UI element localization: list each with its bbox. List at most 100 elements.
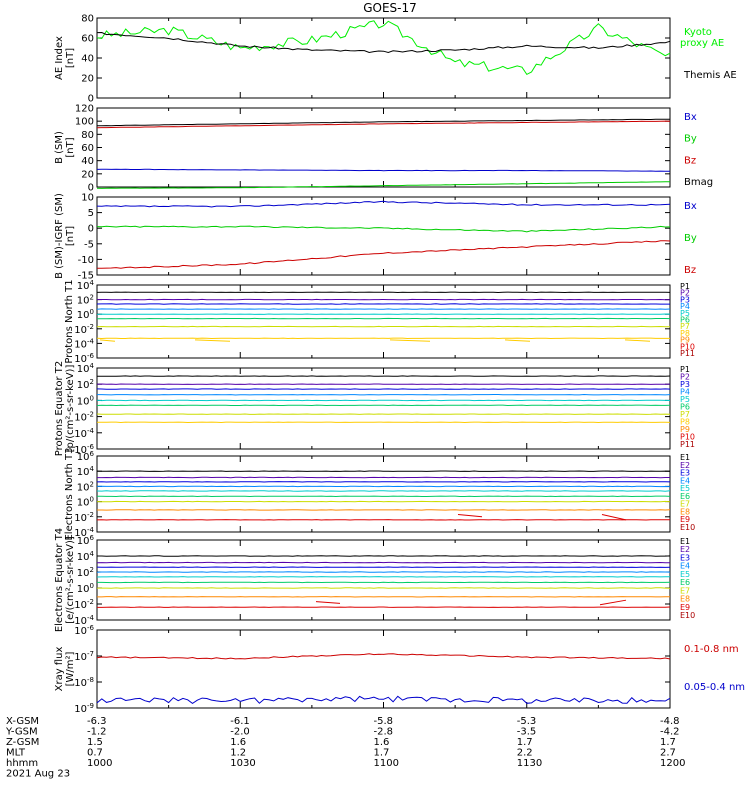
panel-3: B (SM)-IGRF (SM) [nT] -15 -10 -5 0 5 10 Bx By Bz	[54, 193, 697, 282]
ephemeris-value: -5.8	[374, 716, 394, 727]
y-axis-label: AE Index	[54, 36, 65, 80]
series-line	[97, 240, 671, 269]
y-tick-label: 80	[81, 14, 94, 25]
y-tick-label: 100	[77, 496, 94, 509]
legend-entry: Bz	[684, 265, 696, 276]
panel-frame	[96, 539, 671, 621]
panel-frame	[96, 455, 671, 533]
channel-label: E5	[680, 484, 690, 493]
y-tick-label: 102	[77, 566, 94, 579]
channel-label: E3	[680, 553, 690, 562]
legend-entry: By	[684, 134, 697, 145]
ephemeris-label: X-GSM	[6, 716, 39, 727]
channel-label: E1	[680, 537, 690, 546]
ephemeris-value: 1.6	[230, 737, 246, 748]
ephemeris-value: 1200	[660, 758, 685, 769]
ephemeris-value: -4.2	[660, 727, 680, 738]
series-line	[96, 118, 670, 127]
series-line	[96, 20, 671, 76]
channel-label: P4	[680, 388, 690, 397]
series-line	[96, 695, 671, 705]
channel-label: E10	[680, 523, 695, 532]
y-tick-label: 0	[88, 94, 94, 105]
y-tick-label: -10	[78, 255, 94, 266]
channel-segment	[389, 339, 431, 342]
y-tick-label: 80	[81, 130, 94, 141]
channel-label: P7	[680, 410, 690, 419]
channel-label: P1	[680, 365, 690, 374]
y-tick-label: 60	[81, 34, 94, 45]
y-tick-label: 10-4	[74, 526, 94, 539]
ephemeris-value: -6.1	[230, 716, 250, 727]
channel-label: E6	[680, 492, 690, 501]
y-axis-unit: [nT]	[65, 137, 76, 157]
ephemeris-value: 2.7	[660, 748, 676, 759]
channel-label: E2	[680, 545, 690, 554]
channel-label: E3	[680, 469, 690, 478]
series-line	[96, 653, 671, 660]
channel-label: E10	[680, 611, 695, 620]
legend-entry: 0.05-0.4 nm	[684, 682, 745, 693]
legend-entry: Kyoto	[684, 27, 712, 38]
channel-segment	[457, 514, 483, 518]
y-tick-label: 104	[77, 279, 95, 292]
y-axis-label: B (SM)	[54, 131, 65, 164]
ephemeris-label: hhmm	[6, 758, 38, 769]
y-tick-label: 60	[81, 143, 94, 154]
channel-label: E8	[680, 507, 690, 516]
y-tick-label: 40	[81, 54, 94, 65]
channel-label: E5	[680, 570, 690, 579]
y-tick-label: 5	[88, 208, 94, 219]
channel-label: E4	[680, 562, 690, 571]
y-axis-unit: [e/(cm²-s-sr-keV)]	[65, 536, 76, 624]
channel-label: P5	[680, 309, 690, 318]
y-tick-label: 100	[77, 308, 94, 321]
legend-entry: Bz	[684, 155, 696, 166]
y-tick-label: 104	[77, 362, 95, 375]
channel-label: E2	[680, 461, 690, 470]
y-axis-unit: [W/m²]	[65, 651, 76, 686]
channel-segment	[601, 514, 627, 521]
channel-label: P9	[680, 425, 690, 434]
ephemeris-value: 1.2	[230, 748, 246, 759]
series-line	[96, 168, 671, 172]
channel-label: E8	[680, 595, 690, 604]
panel-frame	[96, 367, 671, 450]
y-tick-label: 10-4	[74, 614, 94, 627]
channel-label: P1	[680, 282, 690, 291]
panel-6: Electrons North T3 10-4 10-2 100 102 104 106 E1…	[64, 447, 695, 540]
ephemeris-label: MLT	[6, 748, 26, 759]
date-label: 2021 Aug 23	[6, 769, 70, 780]
channel-label: P6	[680, 316, 690, 325]
y-axis-label: Protons Equator T2	[54, 361, 65, 457]
ephemeris-label: Z-GSM	[6, 737, 39, 748]
channel-label: E9	[680, 603, 690, 612]
channel-label: E1	[680, 453, 690, 462]
channel-label: E7	[680, 500, 690, 509]
ephemeris-value: 1.7	[517, 737, 533, 748]
channel-label: E4	[680, 476, 690, 485]
channel-segment	[315, 601, 341, 604]
y-tick-label: 10-2	[74, 511, 94, 524]
ephemeris-value: 2.2	[517, 748, 533, 759]
ephemeris-value: 1100	[374, 758, 399, 769]
legend-entry: proxy AE	[680, 38, 724, 49]
channel-segment	[504, 339, 531, 342]
channel-label: P10	[680, 433, 695, 442]
panel-frame	[96, 629, 671, 709]
y-tick-label: 10	[81, 193, 94, 204]
panel-2: B (SM) [nT] 0 20 40 60 80 100 120 Bx By Bz Bmag	[54, 104, 713, 194]
y-tick-label: -5	[84, 239, 94, 250]
channel-label: E9	[680, 515, 690, 524]
y-tick-label: 10-6	[74, 443, 94, 456]
y-tick-label: 106	[77, 534, 95, 547]
y-tick-label: 40	[81, 156, 94, 167]
channel-line	[97, 393, 671, 396]
series-line	[96, 181, 671, 189]
channel-label: P8	[680, 418, 690, 427]
y-axis-unit: [p/(cm²-s-sr-keV)]	[65, 365, 76, 453]
y-tick-label: 20	[81, 169, 94, 180]
channel-label: P2	[680, 373, 690, 382]
